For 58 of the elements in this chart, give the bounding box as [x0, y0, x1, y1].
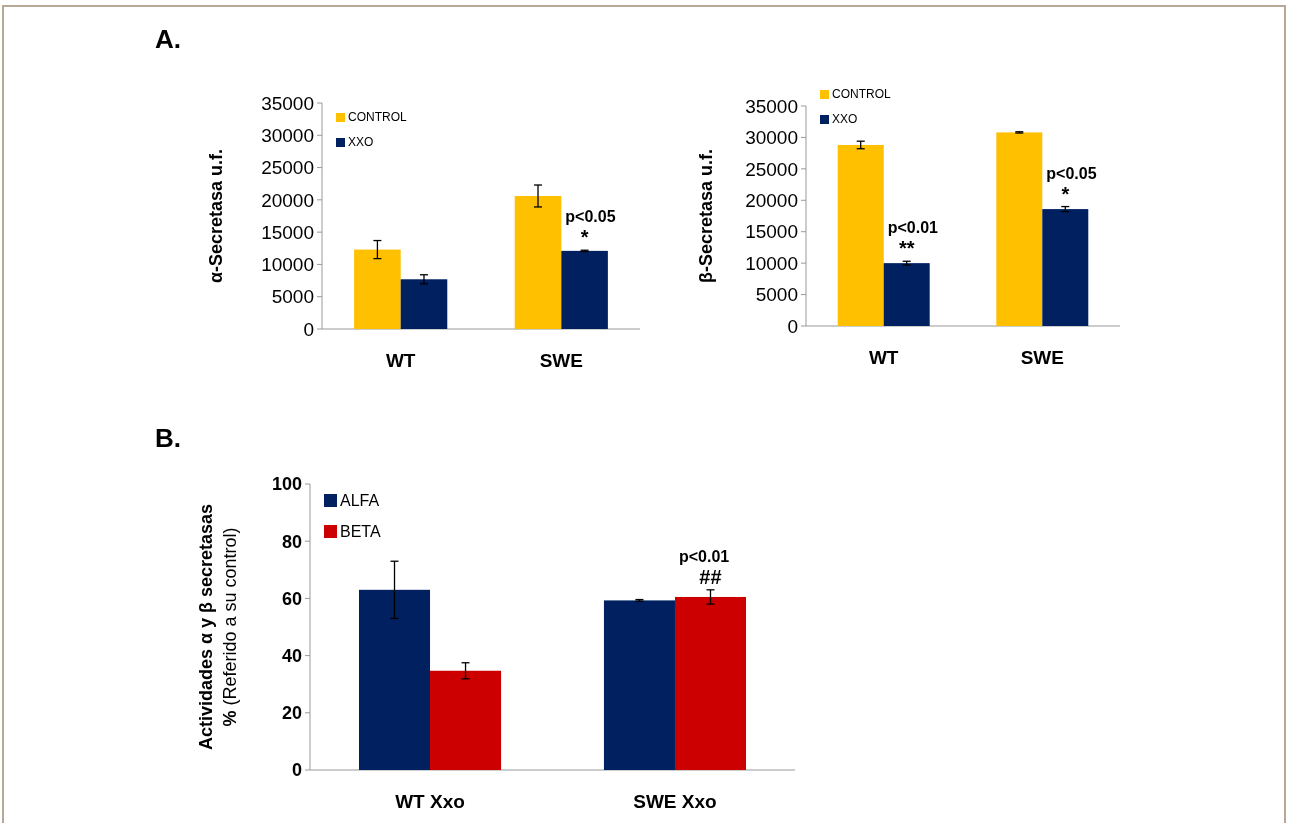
- bar: [837, 144, 884, 326]
- y-tick-label: 80: [281, 531, 302, 552]
- y-tick-label: 15000: [745, 221, 798, 243]
- y-tick-label: 35000: [261, 92, 314, 114]
- y-tick-label: 0: [303, 318, 314, 340]
- legend-label: XXO: [832, 112, 858, 126]
- y-tick-label: 20000: [745, 189, 798, 211]
- x-tick-label: WT: [868, 347, 899, 368]
- annotation: p<0.05: [565, 208, 616, 226]
- y-tick-label: 35000: [745, 95, 798, 117]
- y-tick-label: 100: [271, 474, 302, 495]
- y-tick-label: 30000: [745, 127, 798, 149]
- legend-label: CONTROL: [832, 87, 891, 101]
- bar: [603, 600, 675, 770]
- legend-label: BETA: [340, 523, 381, 540]
- bar: [1042, 209, 1089, 326]
- annotation: *: [1061, 182, 1070, 205]
- bar: [674, 596, 747, 770]
- annotation: p<0.01: [887, 219, 939, 237]
- bar: [561, 250, 608, 329]
- annotation: *: [580, 226, 589, 249]
- bar: [883, 263, 930, 326]
- y-tick-label: 5000: [271, 286, 314, 308]
- legend-label: CONTROL: [348, 110, 407, 124]
- y-tick-label: 60: [281, 588, 302, 609]
- legend-label: ALFA: [340, 492, 380, 509]
- annotation: **: [898, 237, 915, 260]
- y-axis-title: β-Secretasa u.f.: [696, 148, 716, 284]
- x-tick-label: SWE Xxo: [633, 791, 717, 812]
- bar: [430, 670, 502, 770]
- x-tick-label: WT Xxo: [395, 791, 465, 812]
- y-tick-label: 10000: [261, 254, 314, 276]
- bar: [514, 195, 562, 329]
- x-tick-label: SWE: [539, 350, 583, 371]
- y-tick-label: 0: [787, 315, 798, 337]
- y-tick-label: 40: [281, 645, 302, 666]
- text: A.: [155, 24, 181, 54]
- bar: [354, 249, 401, 329]
- bar: [996, 132, 1043, 326]
- annotation: p<0.01: [678, 547, 730, 565]
- annotation: p<0.05: [1046, 164, 1097, 182]
- bar: [358, 589, 431, 770]
- x-tick-label: WT: [385, 350, 416, 371]
- y-tick-label: 15000: [261, 221, 314, 243]
- y-tick-label: 30000: [261, 124, 314, 146]
- y-tick-label: 25000: [745, 158, 798, 180]
- y-tick-label: 5000: [755, 284, 798, 306]
- y-tick-label: 25000: [261, 157, 314, 179]
- y-tick-label: 20000: [261, 189, 314, 211]
- x-tick-label: SWE: [1020, 347, 1064, 368]
- bar: [400, 279, 448, 329]
- legend-label: XXO: [348, 135, 374, 149]
- annotation: ##: [699, 565, 722, 588]
- y-tick-label: 20: [281, 703, 302, 724]
- y-tick-label: 0: [291, 760, 302, 781]
- y-axis-title: α-Secretasa u.f.: [206, 148, 226, 284]
- text: B.: [155, 423, 181, 453]
- y-tick-label: 10000: [745, 252, 798, 274]
